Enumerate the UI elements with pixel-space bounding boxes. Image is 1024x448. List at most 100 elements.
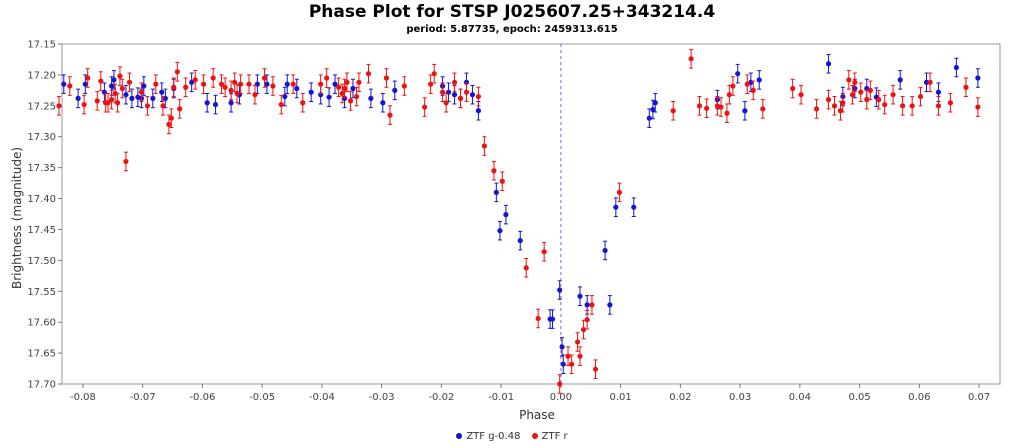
x-tick-label: 0.05 xyxy=(848,392,870,403)
point-marker xyxy=(160,103,166,109)
point-marker xyxy=(123,158,129,165)
point-marker xyxy=(380,100,386,106)
point-marker xyxy=(935,89,942,95)
point-marker xyxy=(210,75,216,81)
point-marker xyxy=(341,85,348,92)
point-marker xyxy=(422,104,428,110)
point-marker xyxy=(646,115,652,121)
point-marker xyxy=(975,104,981,110)
data-point xyxy=(326,87,332,107)
point-marker xyxy=(428,81,434,87)
data-point xyxy=(204,92,210,113)
data-point xyxy=(569,354,575,374)
data-point xyxy=(144,96,151,116)
data-point xyxy=(696,96,703,116)
data-point xyxy=(560,354,566,374)
point-marker xyxy=(589,302,595,308)
point-marker xyxy=(917,93,924,100)
data-point xyxy=(117,66,123,86)
data-point xyxy=(646,108,652,128)
point-marker xyxy=(129,95,135,101)
point-marker xyxy=(744,81,750,87)
point-marker xyxy=(126,79,133,85)
point-marker xyxy=(222,84,228,90)
data-point xyxy=(123,151,129,172)
data-point xyxy=(368,88,374,109)
point-marker xyxy=(81,101,87,108)
point-marker xyxy=(204,100,210,106)
point-marker xyxy=(431,71,437,77)
point-marker xyxy=(798,92,804,98)
point-marker xyxy=(192,77,198,83)
y-tick-label: 17.70 xyxy=(27,380,56,391)
point-marker xyxy=(840,100,846,106)
point-marker xyxy=(858,89,864,95)
data-point xyxy=(392,80,398,101)
y-tick-label: 17.25 xyxy=(27,101,56,112)
point-marker xyxy=(150,95,156,101)
point-marker xyxy=(234,90,240,97)
data-point xyxy=(900,96,906,116)
legend-dot-icon xyxy=(531,433,538,439)
point-marker xyxy=(652,100,658,106)
point-marker xyxy=(503,212,509,218)
data-point xyxy=(150,88,156,109)
point-marker xyxy=(174,69,180,75)
data-point xyxy=(67,76,73,96)
point-marker xyxy=(284,81,290,87)
data-point xyxy=(813,99,820,119)
point-marker xyxy=(356,79,362,85)
data-point xyxy=(463,82,470,102)
point-marker xyxy=(254,81,260,87)
y-tick-label: 17.55 xyxy=(27,287,56,298)
point-marker xyxy=(75,95,81,101)
x-axis-label: Phase xyxy=(519,408,555,422)
data-point xyxy=(481,136,487,156)
point-marker xyxy=(228,87,234,93)
point-marker xyxy=(278,101,284,108)
data-point xyxy=(589,295,595,315)
point-marker xyxy=(607,302,613,308)
y-tick-label: 17.35 xyxy=(27,163,56,174)
point-marker xyxy=(491,168,497,174)
data-point xyxy=(324,68,330,88)
data-point xyxy=(365,63,372,84)
chart-title: Phase Plot for STSP J025607.25+343214.4 xyxy=(308,2,716,22)
point-marker xyxy=(94,98,100,104)
data-point xyxy=(756,70,762,90)
data-point xyxy=(469,84,476,105)
data-point xyxy=(927,72,933,93)
point-marker xyxy=(616,189,623,195)
data-marks xyxy=(56,49,981,394)
data-point xyxy=(183,77,189,98)
point-marker xyxy=(238,81,244,87)
legend-label-r: ZTF r xyxy=(541,431,568,442)
point-marker xyxy=(602,247,608,254)
point-marker xyxy=(559,344,565,350)
point-marker xyxy=(517,237,523,244)
point-marker xyxy=(560,361,566,367)
data-point xyxy=(270,76,276,96)
data-point xyxy=(332,74,338,94)
point-marker xyxy=(294,85,300,92)
point-marker xyxy=(849,92,856,98)
data-point xyxy=(344,72,350,93)
data-point xyxy=(704,98,710,119)
point-marker xyxy=(565,353,571,359)
data-point xyxy=(356,72,362,93)
data-point xyxy=(882,94,888,115)
y-tick-label: 17.65 xyxy=(27,349,56,360)
data-point xyxy=(852,72,858,93)
data-point xyxy=(284,74,290,94)
point-marker xyxy=(523,265,529,271)
point-marker xyxy=(557,381,563,387)
point-marker xyxy=(846,77,852,83)
data-point xyxy=(218,74,225,94)
data-point xyxy=(760,99,766,119)
point-marker xyxy=(144,103,151,109)
point-marker xyxy=(825,97,832,103)
point-marker xyxy=(159,89,165,95)
y-tick-label: 17.50 xyxy=(27,256,56,267)
data-point xyxy=(129,88,135,109)
data-point xyxy=(577,346,583,366)
